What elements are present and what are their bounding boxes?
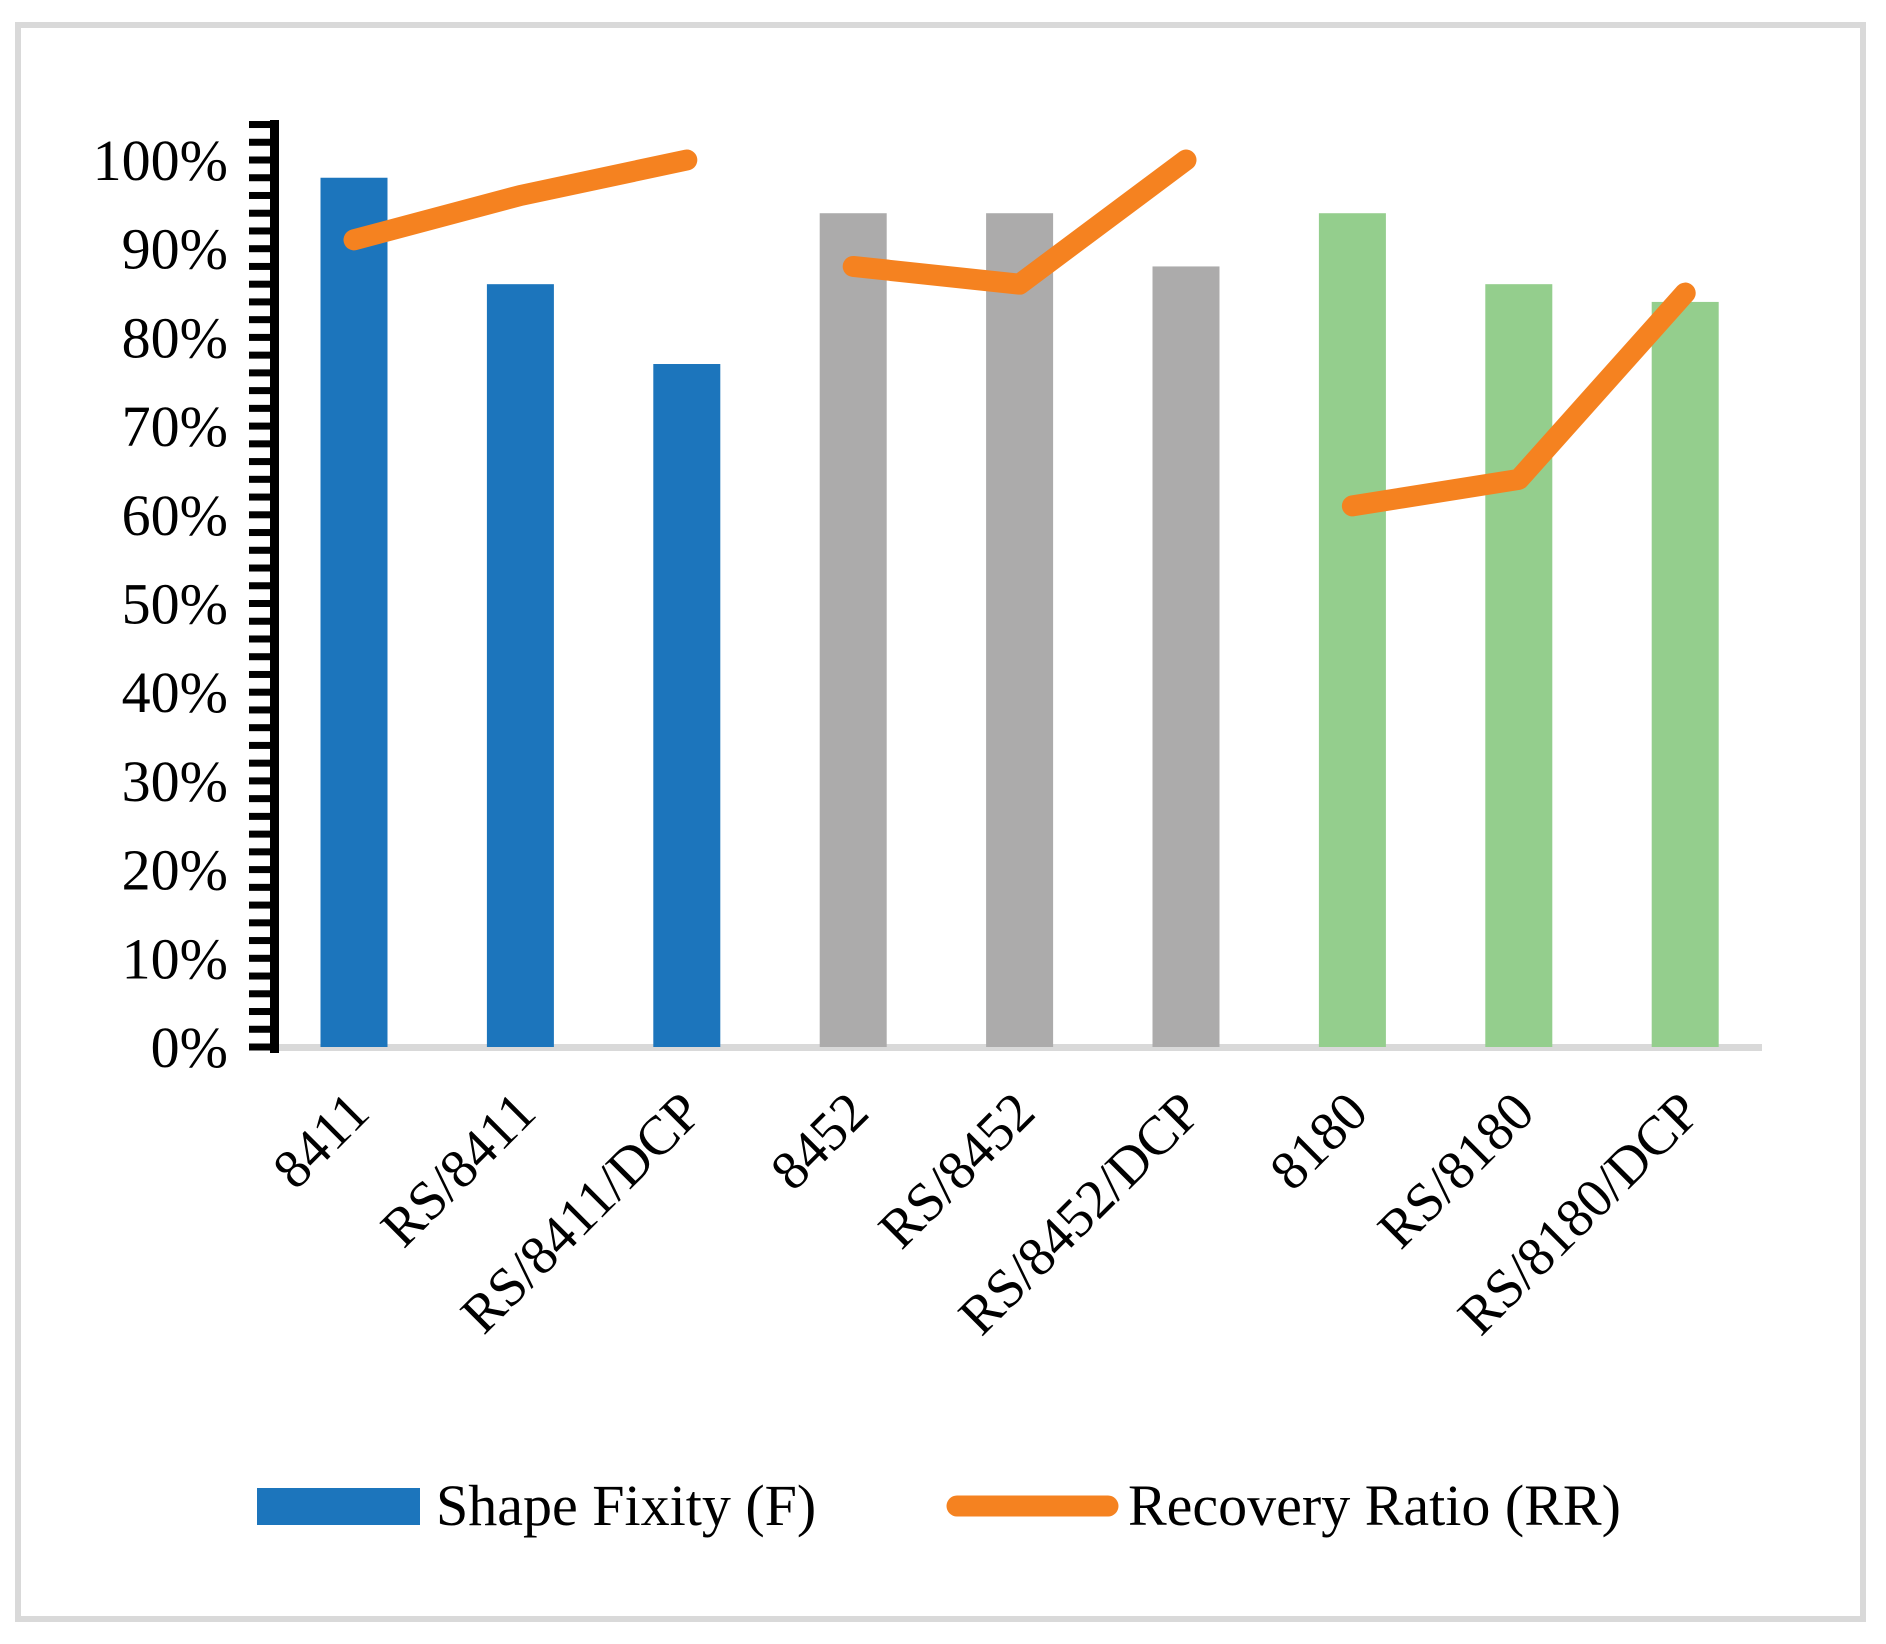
recovery-line-segment-1 [343,149,698,251]
y-axis-tick [249,298,271,306]
y-axis-label: 100% [93,128,228,193]
y-axis-label: 70% [122,394,228,459]
bar-RS/8452 [986,213,1054,1048]
chart-border [15,22,1866,1622]
y-axis-tick [249,493,271,501]
y-axis-tick [249,759,271,767]
y-axis-tick [249,245,271,253]
y-axis-tick [249,600,271,607]
y-axis-tick [249,262,271,270]
legend: Shape Fixity (F) Recovery Ratio (RR) [257,1473,1621,1538]
y-axis-tick [249,812,271,820]
y-axis-label: 40% [122,660,228,725]
y-axis-tick [249,404,271,412]
y-axis-tick [249,741,271,749]
y-axis-tick [249,901,271,909]
y-axis-label: 30% [122,749,228,814]
y-axis-tick [249,795,271,803]
y-axis-tick [249,830,271,838]
y-axis-tick [249,848,271,856]
y-axis-tick [249,511,271,519]
x-axis-label-8180: 8180 [1258,1080,1379,1201]
y-axis-line [270,120,279,1053]
y-axis-tick [249,972,271,980]
y-axis-tick [249,156,271,164]
bar-RS/8411 [486,284,554,1047]
bar-8452 [819,213,887,1048]
y-axis-tick [249,475,271,483]
y-axis-tick [249,458,271,466]
y-axis-tick [249,333,271,341]
y-axis-tick [249,990,271,998]
y-axis-tick [249,670,271,678]
legend-bar-swatch [257,1488,420,1525]
y-axis-tick [249,191,271,199]
bar-RS/8180/DCP [1651,301,1719,1047]
y-axis-tick [249,883,271,891]
y-axis-label: 10% [122,926,228,991]
y-axis-label: 50% [122,572,228,637]
y-axis-tick [249,617,271,625]
y-axis-tick [249,546,271,554]
y-axis-tick [249,866,271,874]
y-axis-tick [249,138,271,146]
y-axis-tick [249,422,271,430]
y-axis-tick [249,777,271,785]
y-axis-tick [249,121,271,129]
y-axis-tick [249,954,271,962]
y-axis-tick [249,688,271,696]
y-axis-tick [249,635,271,643]
bar-8411 [320,177,388,1048]
bar-8180 [1318,213,1386,1048]
y-axis-label: 20% [122,838,228,903]
y-axis-tick [249,351,271,359]
legend-line-label: Recovery Ratio (RR) [1128,1473,1621,1538]
legend-bar-label: Shape Fixity (F) [436,1473,816,1538]
bar-RS/8452/DCP [1152,266,1220,1047]
bar-RS/8180 [1485,284,1553,1047]
bar-RS/8411/DCP [653,364,721,1047]
y-axis-tick [249,1008,271,1016]
y-axis-tick [249,316,271,324]
y-axis-label: 0% [151,1015,228,1080]
y-axis-tick [249,369,271,377]
y-axis-tick [249,529,271,537]
x-axis-label-8452: 8452 [759,1080,880,1201]
y-axis-tick [249,937,271,945]
recovery-line-segment-3 [1341,282,1696,517]
x-axis-label-8411: 8411 [261,1080,380,1199]
y-axis-tick [249,1025,271,1033]
y-axis-tick [249,1043,271,1051]
plot-area: 0%10%20%30%40%50%60%70%80%90%100%8411RS/… [93,120,1762,1346]
recovery-line-segment-2 [842,149,1197,295]
y-axis-tick [249,724,271,732]
y-axis-tick [249,227,271,235]
y-axis-label: 90% [122,217,228,282]
y-axis-tick [249,440,271,448]
y-axis-tick [249,706,271,714]
x-axis-baseline [272,1044,1762,1051]
y-axis-tick [249,653,271,661]
y-axis-tick [249,919,271,927]
y-axis-tick [249,174,271,182]
y-axis-tick [249,582,271,590]
y-axis-label: 60% [122,483,228,548]
y-axis-tick [249,387,271,395]
y-axis-tick [249,564,271,572]
y-axis-label: 80% [122,305,228,370]
y-axis-tick [249,280,271,288]
y-axis-tick [249,209,271,217]
